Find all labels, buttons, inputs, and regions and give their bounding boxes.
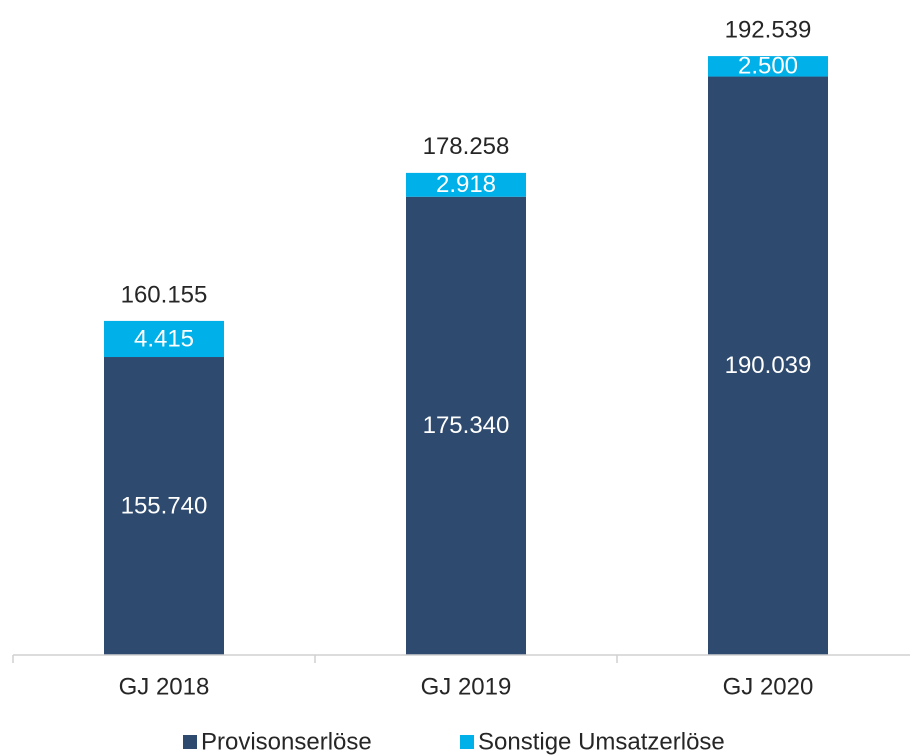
bar-segment: [406, 172, 526, 197]
x-tick-label: GJ 2020: [723, 673, 814, 700]
legend-swatch: [460, 735, 474, 749]
legend-label: Sonstige Umsatzerlöse: [478, 728, 725, 755]
value-label: 4.415: [134, 325, 194, 352]
total-label: 160.155: [121, 281, 208, 308]
value-label: 155.740: [121, 492, 208, 519]
value-label: 2.500: [738, 53, 798, 80]
bar-segment: [104, 357, 224, 655]
total-label: 178.258: [423, 133, 510, 160]
legend-label: Provisonserlöse: [201, 728, 372, 755]
bar-segment: [708, 76, 828, 656]
x-tick-label: GJ 2018: [119, 673, 210, 700]
total-label: 192.539: [725, 16, 812, 43]
bar-segment: [708, 56, 828, 77]
value-label: 175.340: [423, 412, 510, 439]
bar-segment: [406, 196, 526, 656]
value-label: 2.918: [436, 171, 496, 198]
value-label: 190.039: [725, 352, 812, 379]
bar-segment: [104, 320, 224, 358]
x-tick-label: GJ 2019: [421, 673, 512, 700]
legend-swatch: [183, 735, 197, 749]
